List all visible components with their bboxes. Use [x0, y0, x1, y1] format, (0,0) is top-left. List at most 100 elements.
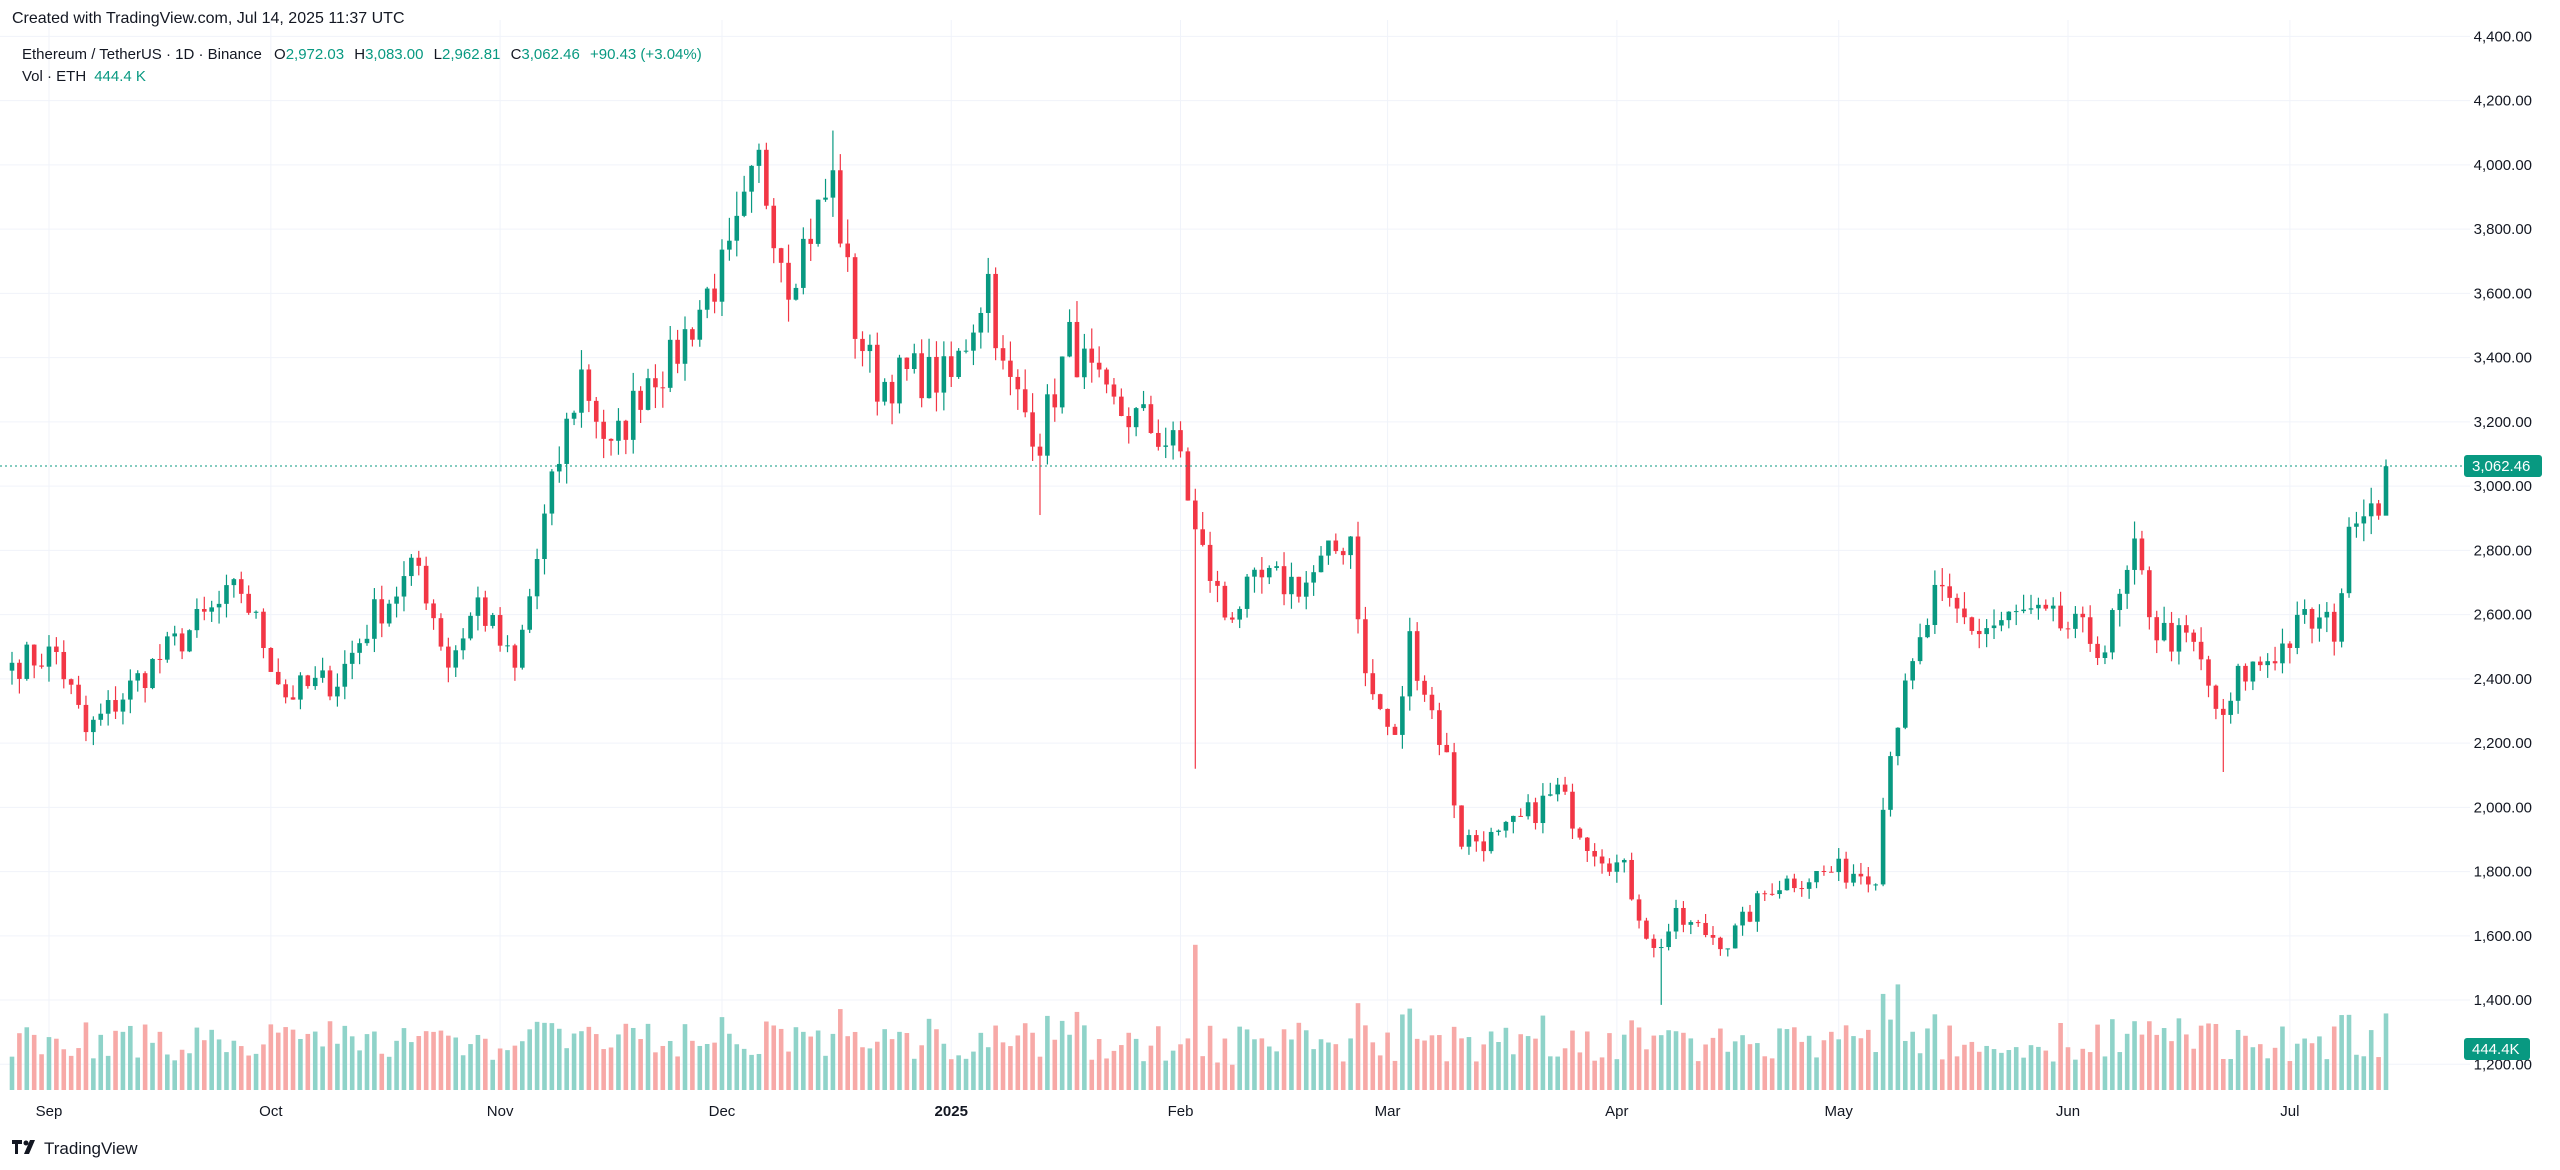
candle-body	[2250, 661, 2256, 682]
volume-bar	[483, 1038, 488, 1090]
candle-body	[793, 287, 799, 300]
volume-bar	[1873, 1052, 1878, 1090]
candle-body	[320, 670, 325, 678]
volume-bar	[1215, 1062, 1220, 1090]
volume-bar	[275, 1032, 281, 1090]
price-axis[interactable]: 4,400.00 4,200.00 4,000.00 3,800.00 3,600.00…	[2474, 28, 2532, 1073]
volume-bar	[1170, 1050, 1176, 1090]
candle-body	[586, 369, 592, 401]
volume-bars	[9, 944, 2389, 1090]
symbol-title[interactable]: Ethereum / TetherUS · 1D · Binance	[22, 46, 262, 63]
candle-body	[1503, 821, 1509, 831]
volume-bar	[579, 1031, 584, 1090]
candle-body	[1370, 673, 1376, 695]
candle-body	[2058, 605, 2063, 629]
volume-bar	[1377, 1055, 1383, 1090]
volume-bar	[2124, 1033, 2130, 1090]
candle-body	[2294, 614, 2300, 648]
candle-body	[312, 677, 318, 687]
candle-body	[704, 288, 710, 310]
volume-bar	[1414, 1038, 1420, 1090]
candle-body	[1843, 858, 1849, 883]
tradingview-logo[interactable]: TradingView	[12, 1138, 138, 1159]
candle-body	[778, 248, 784, 263]
candle-body	[1792, 878, 1797, 889]
candle-body	[667, 339, 673, 388]
candle-body	[2243, 665, 2248, 682]
candle-body	[978, 312, 984, 333]
time-axis[interactable]: Sep Oct Nov Dec 2025 Feb Mar Apr May Jun Jul	[36, 1103, 2300, 1120]
volume-bar	[1244, 1029, 1250, 1090]
volume-bar	[1710, 1037, 1716, 1090]
candle-body	[2280, 643, 2285, 664]
candle-body	[394, 596, 399, 604]
volume-bar	[2287, 1061, 2293, 1090]
volume-bar	[172, 1060, 177, 1090]
volume-bar	[1651, 1035, 1657, 1090]
candle-body	[727, 240, 732, 250]
candle-body	[934, 356, 939, 393]
volume-bar	[1259, 1038, 1265, 1090]
volume-bar	[734, 1044, 740, 1090]
candle-body	[1932, 584, 1938, 625]
candle-body	[512, 645, 518, 668]
volume-title[interactable]: Vol · ETH	[22, 68, 87, 85]
volume-bar	[1747, 1044, 1753, 1090]
candle-body	[1185, 451, 1191, 501]
volume-bar	[993, 1025, 998, 1090]
candle-body	[1525, 802, 1531, 817]
volume-bar	[808, 1036, 814, 1090]
volume-bar	[1193, 944, 1198, 1090]
volume-bar	[556, 1028, 562, 1090]
volume-bar	[690, 1040, 695, 1090]
candle-body	[638, 390, 643, 410]
candle-body	[1821, 870, 1827, 872]
candle-body	[2176, 625, 2182, 652]
candle-body	[1548, 794, 1553, 796]
volume-bar	[1348, 1038, 1353, 1090]
volume-bar	[1932, 1014, 1938, 1090]
candle-body	[142, 673, 148, 689]
candle-body	[268, 648, 274, 672]
candle-body	[2184, 625, 2189, 633]
volume-bar	[1133, 1038, 1139, 1090]
volume-bar	[1252, 1039, 1257, 1090]
volume-tag: 444.4K	[2464, 1038, 2530, 1060]
candle-body	[852, 257, 858, 339]
candle-body	[608, 438, 614, 441]
candle-body	[2376, 503, 2381, 516]
volume-bar	[1030, 1032, 1035, 1090]
candle-body	[2102, 652, 2108, 658]
volume-bar	[1548, 1056, 1553, 1090]
volume-row: Vol · ETH 444.4 K	[22, 66, 702, 88]
candle-body	[1385, 708, 1390, 727]
candle-body	[505, 645, 510, 647]
volume-bar	[1511, 1054, 1516, 1090]
candle-body	[1229, 617, 1235, 620]
volume-bar	[453, 1037, 459, 1090]
volume-bar	[608, 1047, 614, 1090]
volume-bar	[1777, 1028, 1782, 1090]
candle-body	[179, 633, 185, 652]
y-tick-label: 1,800.00	[2474, 864, 2532, 881]
candle-body	[2095, 643, 2100, 658]
volume-bar	[860, 1047, 865, 1090]
volume-bar	[638, 1039, 643, 1090]
volume-bar	[416, 1036, 422, 1090]
volume-bar	[2028, 1045, 2034, 1090]
candle-body	[1252, 569, 1257, 577]
volume-bar	[2376, 1057, 2381, 1090]
candle-body	[446, 646, 451, 668]
x-tick-label: Dec	[709, 1103, 736, 1120]
candle-body	[1163, 445, 1169, 447]
volume-bar	[231, 1040, 237, 1090]
candle-body	[956, 350, 961, 377]
candle-body	[1755, 893, 1760, 922]
volume-bar	[1792, 1027, 1797, 1090]
candle-body	[1067, 321, 1072, 357]
candle-body	[786, 262, 791, 300]
candle-body	[224, 585, 229, 604]
candle-body	[1718, 937, 1723, 950]
volume-bar	[934, 1029, 939, 1090]
